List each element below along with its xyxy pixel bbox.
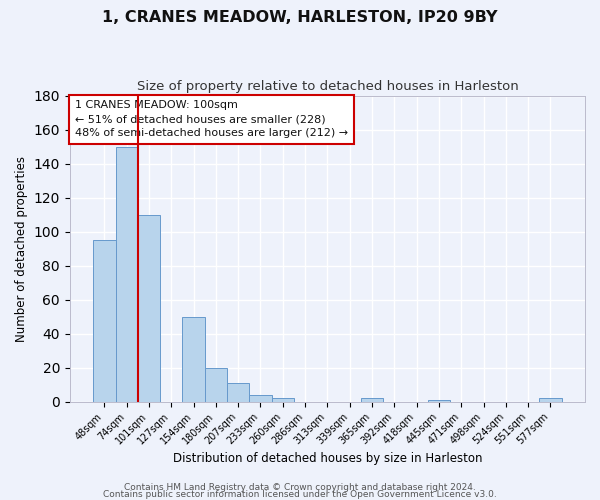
Text: Contains public sector information licensed under the Open Government Licence v3: Contains public sector information licen…	[103, 490, 497, 499]
X-axis label: Distribution of detached houses by size in Harleston: Distribution of detached houses by size …	[173, 452, 482, 465]
Bar	[116, 146, 138, 402]
Text: 1 CRANES MEADOW: 100sqm
← 51% of detached houses are smaller (228)
48% of semi-d: 1 CRANES MEADOW: 100sqm ← 51% of detache…	[75, 100, 348, 138]
Text: 1, CRANES MEADOW, HARLESTON, IP20 9BY: 1, CRANES MEADOW, HARLESTON, IP20 9BY	[102, 10, 498, 25]
Bar	[428, 400, 450, 402]
Bar	[272, 398, 294, 402]
Text: Contains HM Land Registry data © Crown copyright and database right 2024.: Contains HM Land Registry data © Crown c…	[124, 484, 476, 492]
Bar	[250, 395, 272, 402]
Bar	[138, 214, 160, 402]
Bar	[539, 398, 562, 402]
Bar	[361, 398, 383, 402]
Bar	[93, 240, 116, 402]
Title: Size of property relative to detached houses in Harleston: Size of property relative to detached ho…	[137, 80, 518, 93]
Bar	[227, 383, 250, 402]
Bar	[205, 368, 227, 402]
Bar	[182, 316, 205, 402]
Y-axis label: Number of detached properties: Number of detached properties	[15, 156, 28, 342]
